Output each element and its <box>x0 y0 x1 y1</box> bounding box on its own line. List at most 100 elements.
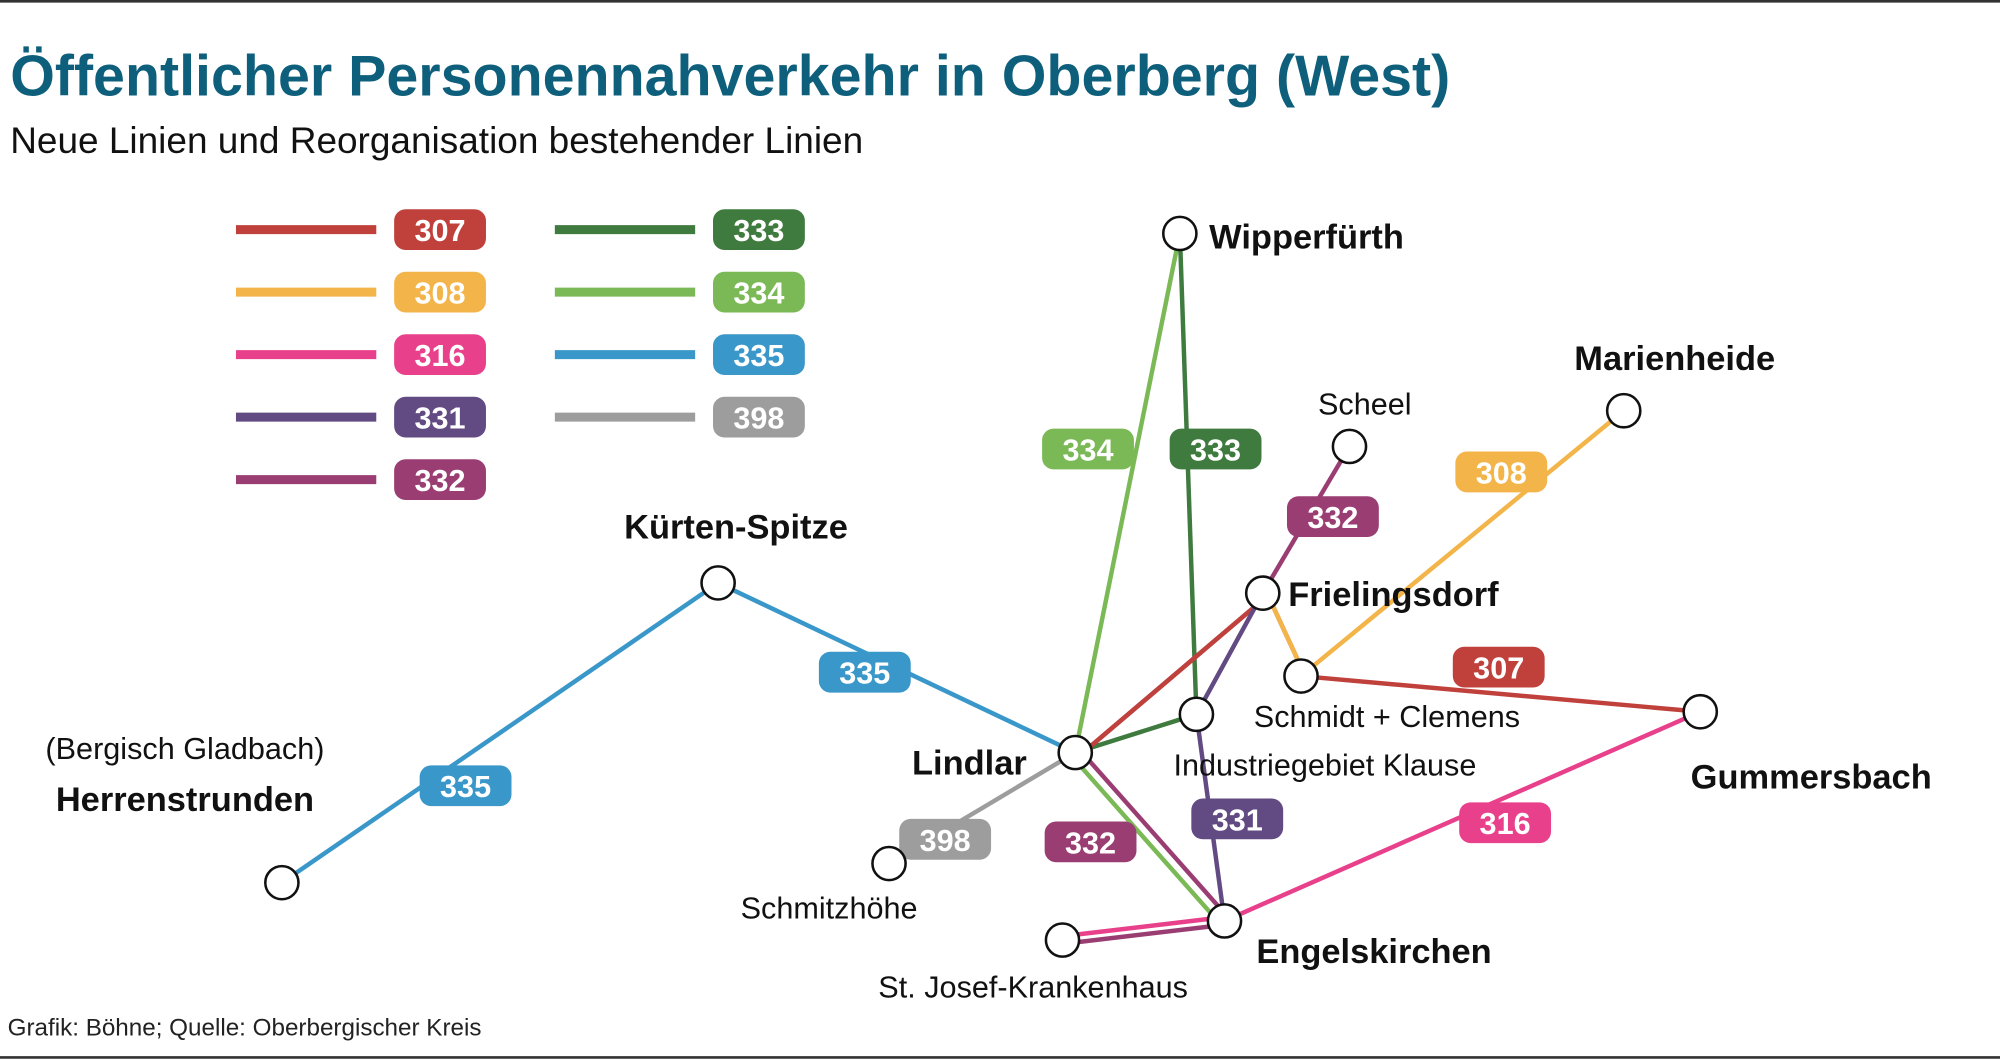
station-marker <box>1244 575 1281 611</box>
station-schmitzhoehe: Schmitzhöhe <box>741 845 918 925</box>
badge-label: 398 <box>920 824 971 858</box>
station-klause: Industriegebiet Klause <box>1173 696 1476 783</box>
badge-label: 307 <box>1473 652 1524 686</box>
station-label: Kürten-Spitze <box>624 508 848 546</box>
legend-badge <box>394 459 486 501</box>
station-lindlar: Lindlar <box>912 734 1094 782</box>
badge-label: 334 <box>1062 433 1113 467</box>
route-segment-333 <box>1073 712 1199 755</box>
legend-badge <box>394 271 486 313</box>
station-kuerten: Kürten-Spitze <box>624 508 848 601</box>
route-segment-308 <box>1298 408 1626 679</box>
badge-label: 333 <box>1190 433 1241 467</box>
station-label: Scheel <box>1318 388 1412 422</box>
route-segment-331 <box>1194 590 1265 717</box>
legend-badge <box>713 271 805 313</box>
station-marker <box>1057 734 1094 771</box>
route-badge-333: 333 <box>1169 428 1262 470</box>
badge-background <box>1169 428 1262 470</box>
station-label: Schmitzhöhe <box>741 891 918 925</box>
station-herrenstrunden: (Bergisch Gladbach) Herrenstrunden <box>45 732 324 901</box>
station-label: Lindlar <box>912 744 1027 782</box>
station-marker <box>1331 428 1368 465</box>
route-badge-307: 307 <box>1452 646 1545 688</box>
station-stjosef: St. Josef-Krankenhaus <box>878 922 1188 1004</box>
route-segment-335 <box>279 580 721 885</box>
station-region-label: (Bergisch Gladbach) <box>45 732 324 766</box>
station-label: Herrenstrunden <box>56 781 314 819</box>
badge-label: 332 <box>1307 501 1358 535</box>
legend-badge <box>713 209 805 251</box>
badge-label: 335 <box>440 770 491 804</box>
route-badge-332: 332 <box>1044 821 1137 863</box>
badge-label: 332 <box>1065 826 1116 860</box>
legend-badge <box>713 334 805 376</box>
legend-badge <box>713 396 805 438</box>
badge-label: 316 <box>1480 807 1531 841</box>
legend-label: 335 <box>733 339 784 373</box>
source-credit: Grafik: Böhne; Quelle: Oberbergischer Kr… <box>8 1015 482 1042</box>
station-marker <box>264 864 300 901</box>
station-label: Industriegebiet Klause <box>1173 749 1476 783</box>
legend-label: 333 <box>733 214 784 248</box>
route-segment-333 <box>1177 231 1199 717</box>
legend-item-333: 333 <box>554 209 805 251</box>
station-label: Gummersbach <box>1691 758 1932 796</box>
legend-item-316: 316 <box>235 334 486 376</box>
badge-background <box>818 651 911 693</box>
legend-label: 398 <box>733 402 784 436</box>
route-badge-332: 332 <box>1286 496 1379 538</box>
route-segment-332 <box>1076 746 1231 920</box>
page-title: Öffentlicher Personennahverkehr in Oberb… <box>10 45 1450 109</box>
legend-label: 331 <box>415 402 466 436</box>
station-label: Schmidt + Clemens <box>1254 700 1520 734</box>
station-marker <box>1682 693 1719 730</box>
route-segment-307 <box>1076 594 1269 759</box>
badge-background <box>1452 646 1545 688</box>
badge-label: 308 <box>1476 456 1527 490</box>
route-badge-308: 308 <box>1455 451 1548 493</box>
route-badges: 307 308 316 331 332 332 333 334 335 335 398 <box>419 428 1552 863</box>
station-frielingsdorf: Frielingsdorf <box>1244 575 1499 614</box>
stations: Wipperfürth Scheel Marienheide Frielingsdor… <box>45 215 1932 1004</box>
route-segment-307 <box>1298 673 1703 714</box>
station-schmidt: Schmidt + Clemens <box>1254 658 1520 734</box>
page-subtitle: Neue Linien und Reorganisation bestehend… <box>10 120 863 161</box>
legend-item-332: 332 <box>235 459 486 501</box>
badge-label: 335 <box>839 657 890 691</box>
route-segment-334 <box>1069 753 1223 927</box>
legend-item-331: 331 <box>235 396 486 438</box>
badge-background <box>1042 428 1134 470</box>
station-marker <box>1161 215 1198 252</box>
legend-label: 334 <box>733 277 784 311</box>
route-badge-331: 331 <box>1191 798 1284 840</box>
route-segment-316 <box>1059 914 1227 939</box>
station-marker <box>1044 922 1081 958</box>
route-segment-334 <box>1073 231 1183 755</box>
station-marker <box>1605 392 1642 429</box>
station-marker <box>1178 696 1215 733</box>
badge-background <box>1455 451 1548 493</box>
station-label: Frielingsdorf <box>1288 576 1499 614</box>
legend-badge <box>394 209 486 251</box>
station-label: Engelskirchen <box>1256 933 1491 971</box>
route-segment-332 <box>1060 922 1228 947</box>
legend-label: 316 <box>415 339 466 373</box>
station-label: St. Josef-Krankenhaus <box>878 970 1188 1004</box>
station-marker <box>1206 903 1243 939</box>
badge-background <box>1044 821 1137 863</box>
legend-item-308: 308 <box>235 271 486 313</box>
legend-item-307: 307 <box>235 209 486 251</box>
station-label: Marienheide <box>1574 340 1775 378</box>
legend-item-398: 398 <box>554 396 805 438</box>
badge-background <box>1191 798 1284 840</box>
station-marker <box>1283 658 1319 694</box>
route-badge-398: 398 <box>899 818 992 860</box>
badge-background <box>899 818 992 860</box>
station-wipperfuerth: Wipperfürth <box>1161 215 1404 257</box>
badge-background <box>1459 802 1552 844</box>
badge-background <box>419 765 512 807</box>
station-engelskirchen: Engelskirchen <box>1206 903 1492 971</box>
route-badge-335: 335 <box>818 651 911 693</box>
